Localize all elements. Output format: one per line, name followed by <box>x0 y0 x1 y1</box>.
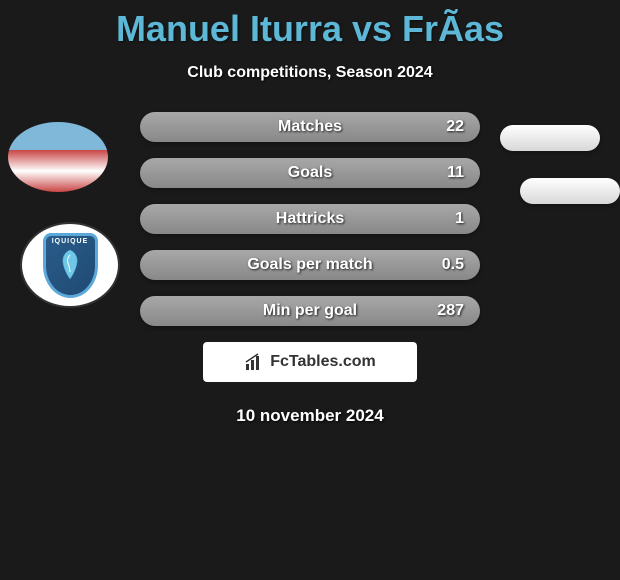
stat-value: 22 <box>446 118 464 136</box>
stat-bar-goals: Goals 11 <box>140 158 480 188</box>
page-title: Manuel Iturra vs FrÃ­as <box>0 0 620 50</box>
stat-bar-matches: Matches 22 <box>140 112 480 142</box>
comparison-pill-1 <box>500 125 600 151</box>
brand-text: FcTables.com <box>270 353 376 371</box>
player-avatar <box>8 122 108 192</box>
stat-bar-goals-per-match: Goals per match 0.5 <box>140 250 480 280</box>
dragon-icon <box>55 247 85 282</box>
stat-label: Hattricks <box>276 210 344 228</box>
stat-bar-min-per-goal: Min per goal 287 <box>140 296 480 326</box>
chart-icon <box>244 352 264 372</box>
shield-icon: IQUIQUE <box>43 233 98 298</box>
team-logo: IQUIQUE <box>20 222 120 308</box>
stat-label: Goals <box>288 164 332 182</box>
stat-value: 1 <box>455 210 464 228</box>
stat-label: Matches <box>278 118 342 136</box>
stat-value: 11 <box>447 164 464 182</box>
brand-badge: FcTables.com <box>203 342 417 382</box>
stat-label: Min per goal <box>263 302 357 320</box>
stat-bar-hattricks: Hattricks 1 <box>140 204 480 234</box>
stat-label: Goals per match <box>247 256 372 274</box>
date-text: 10 november 2024 <box>0 406 620 426</box>
stat-value: 0.5 <box>442 256 464 274</box>
comparison-pill-2 <box>520 178 620 204</box>
stats-bars: Matches 22 Goals 11 Hattricks 1 Goals pe… <box>140 112 480 326</box>
subtitle: Club competitions, Season 2024 <box>0 64 620 82</box>
stat-value: 287 <box>437 302 464 320</box>
shield-label: IQUIQUE <box>52 238 89 245</box>
